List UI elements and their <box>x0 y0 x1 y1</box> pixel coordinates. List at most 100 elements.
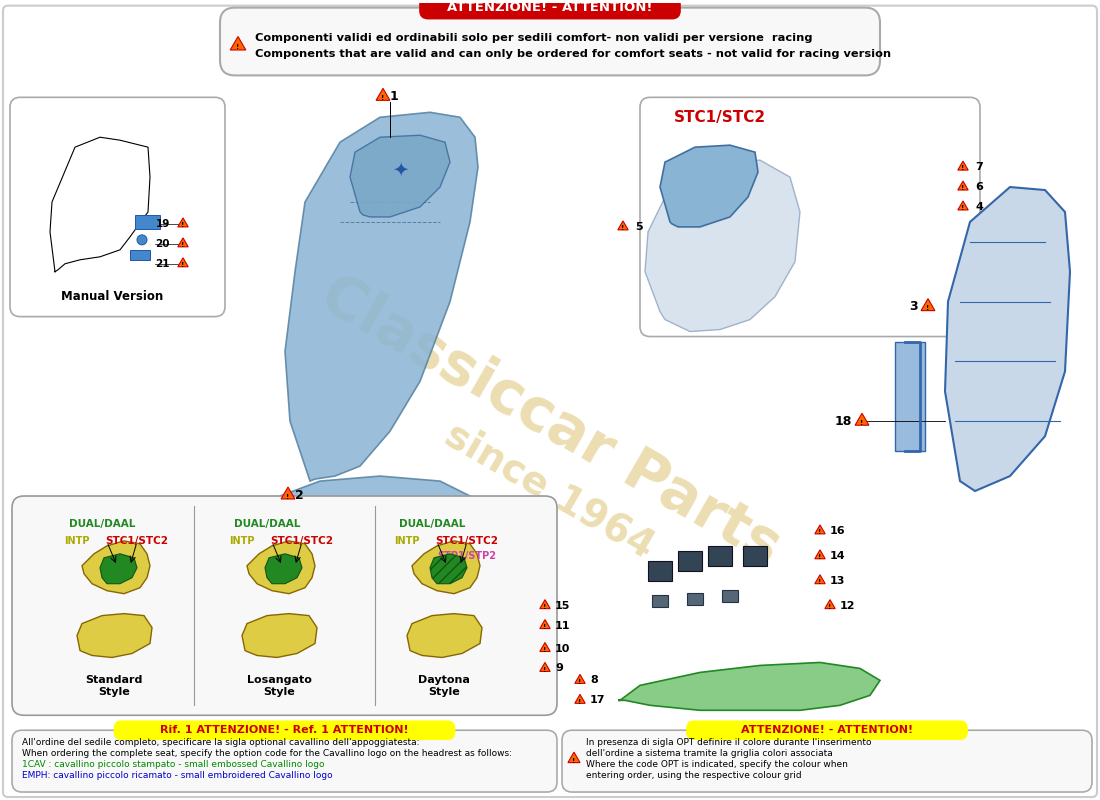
FancyBboxPatch shape <box>220 8 880 75</box>
Text: ✦: ✦ <box>392 161 408 179</box>
Text: !: ! <box>182 222 185 228</box>
Polygon shape <box>618 221 628 230</box>
Text: !: ! <box>579 678 582 685</box>
Polygon shape <box>407 614 482 658</box>
Text: !: ! <box>543 624 547 630</box>
Polygon shape <box>77 614 152 658</box>
Polygon shape <box>825 600 835 609</box>
Polygon shape <box>895 342 925 451</box>
Polygon shape <box>540 642 550 651</box>
Bar <box>708 546 732 566</box>
Text: !: ! <box>382 95 385 101</box>
Text: DUAL/DAAL: DUAL/DAAL <box>69 519 135 529</box>
Polygon shape <box>350 135 450 217</box>
Polygon shape <box>958 181 968 190</box>
Polygon shape <box>178 218 188 227</box>
Text: 11: 11 <box>556 621 571 630</box>
Text: STC1/STC2: STC1/STC2 <box>271 536 333 546</box>
Text: STC1/STC2: STC1/STC2 <box>436 536 498 546</box>
Text: 7: 7 <box>975 162 982 172</box>
Text: 2: 2 <box>295 489 304 502</box>
Text: !: ! <box>818 554 822 560</box>
Text: INTP: INTP <box>64 536 90 546</box>
Text: !: ! <box>818 579 822 585</box>
Text: !: ! <box>621 225 625 231</box>
Text: 17: 17 <box>590 695 605 706</box>
FancyBboxPatch shape <box>114 722 454 739</box>
Text: 13: 13 <box>830 576 846 586</box>
Bar <box>688 593 703 605</box>
Polygon shape <box>540 619 550 629</box>
FancyBboxPatch shape <box>12 730 557 792</box>
Bar <box>678 551 702 570</box>
Polygon shape <box>958 201 968 210</box>
Text: !: ! <box>236 44 240 50</box>
Text: 4: 4 <box>975 202 983 212</box>
Text: !: ! <box>579 698 582 705</box>
Bar <box>648 561 672 581</box>
Text: When ordering the complete seat, specify the option code for the Cavallino logo : When ordering the complete seat, specify… <box>22 749 512 758</box>
Text: STP1/STP2: STP1/STP2 <box>438 551 496 561</box>
Text: 10: 10 <box>556 643 571 654</box>
Text: 21: 21 <box>155 258 170 269</box>
Text: Daytona
Style: Daytona Style <box>418 675 470 697</box>
Text: 1CAV : cavallino piccolo stampato - small embossed Cavallino logo: 1CAV : cavallino piccolo stampato - smal… <box>22 760 324 769</box>
Text: Rif. 1 ATTENZIONE! - Ref. 1 ATTENTION!: Rif. 1 ATTENZIONE! - Ref. 1 ATTENTION! <box>161 726 409 735</box>
Polygon shape <box>958 161 968 170</box>
FancyBboxPatch shape <box>10 98 225 317</box>
Polygon shape <box>178 258 188 266</box>
Text: In presenza di sigla OPT definire il colore durante l'inserimento: In presenza di sigla OPT definire il col… <box>586 738 871 746</box>
Polygon shape <box>250 476 500 630</box>
Text: Classiccar Parts: Classiccar Parts <box>310 266 790 576</box>
Text: 20: 20 <box>155 239 170 249</box>
Text: ATTENZIONE! - ATTENTION!: ATTENZIONE! - ATTENTION! <box>448 1 652 14</box>
Text: !: ! <box>543 604 547 610</box>
Text: entering order, using the respective colour grid: entering order, using the respective col… <box>586 770 802 779</box>
Polygon shape <box>178 238 188 247</box>
Polygon shape <box>645 160 800 331</box>
Text: Where the code OPT is indicated, specify the colour when: Where the code OPT is indicated, specify… <box>586 760 848 769</box>
Text: !: ! <box>543 646 547 653</box>
Text: Components that are valid and can only be ordered for comfort seats - not valid : Components that are valid and can only b… <box>255 50 891 59</box>
Text: !: ! <box>961 166 965 171</box>
Text: 15: 15 <box>556 601 571 610</box>
Polygon shape <box>815 574 825 584</box>
Text: !: ! <box>961 205 965 211</box>
Text: Losangato
Style: Losangato Style <box>246 675 311 697</box>
Text: !: ! <box>572 758 575 763</box>
Polygon shape <box>265 554 302 584</box>
Polygon shape <box>921 298 935 310</box>
Text: 1: 1 <box>390 90 398 103</box>
Text: 8: 8 <box>590 675 597 686</box>
Polygon shape <box>815 550 825 559</box>
Bar <box>652 594 668 606</box>
Text: !: ! <box>828 604 832 610</box>
Text: 19: 19 <box>155 219 170 229</box>
Text: Manual Version: Manual Version <box>60 290 163 303</box>
Polygon shape <box>282 487 295 499</box>
FancyBboxPatch shape <box>688 722 967 739</box>
Polygon shape <box>855 414 869 426</box>
Polygon shape <box>660 145 758 227</box>
Text: 16: 16 <box>830 526 846 536</box>
Bar <box>742 546 767 566</box>
Polygon shape <box>242 614 317 658</box>
Text: DUAL/DAAL: DUAL/DAAL <box>234 519 300 529</box>
FancyBboxPatch shape <box>640 98 980 337</box>
Circle shape <box>138 235 147 245</box>
Text: STC1/STC2: STC1/STC2 <box>674 110 766 125</box>
Text: !: ! <box>961 186 965 191</box>
Bar <box>722 590 738 602</box>
Text: !: ! <box>286 494 289 500</box>
Polygon shape <box>575 674 585 683</box>
Text: All'ordine del sedile completo, specificare la sigla optional cavallino dell'app: All'ordine del sedile completo, specific… <box>22 738 419 746</box>
Text: 6: 6 <box>975 182 983 192</box>
Text: !: ! <box>182 242 185 248</box>
Polygon shape <box>82 541 150 594</box>
Text: Componenti validi ed ordinabili solo per sedili comfort- non validi per versione: Componenti validi ed ordinabili solo per… <box>255 33 813 42</box>
Polygon shape <box>575 694 585 703</box>
Text: 18: 18 <box>835 414 852 428</box>
Polygon shape <box>945 187 1070 491</box>
Text: INTP: INTP <box>394 536 420 546</box>
Text: !: ! <box>926 306 929 311</box>
